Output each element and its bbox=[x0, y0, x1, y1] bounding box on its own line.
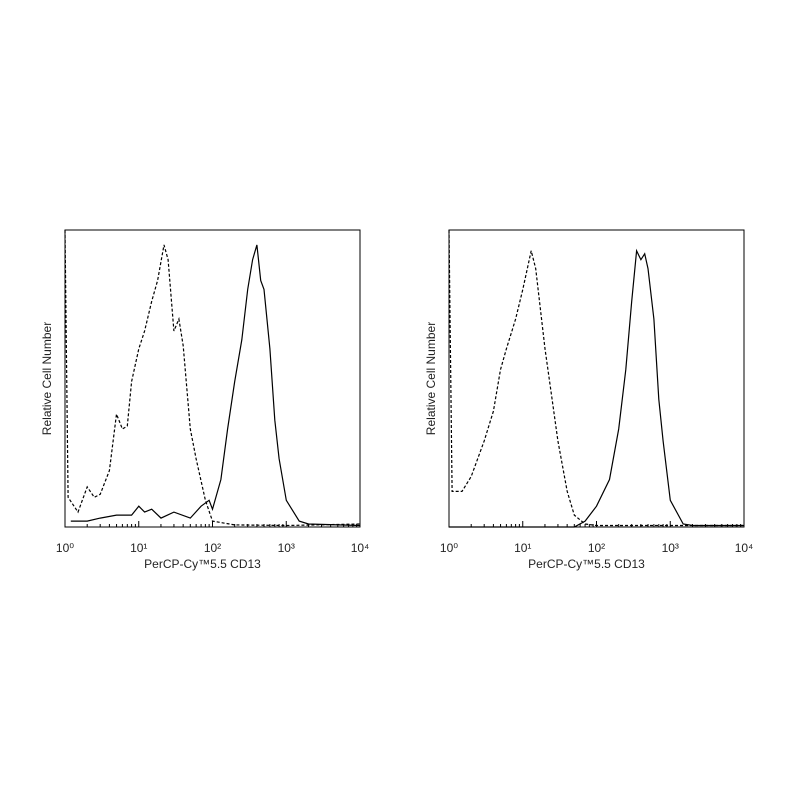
x-axis-label: PerCP-Cy™5.5 CD13 bbox=[144, 557, 261, 571]
plot-frame bbox=[64, 229, 361, 528]
histogram-line bbox=[70, 244, 361, 527]
x-tick-label: 10¹ bbox=[514, 541, 531, 555]
x-tick-label: 10⁰ bbox=[56, 541, 74, 555]
x-tick-label: 10¹ bbox=[130, 541, 147, 555]
histogram-line bbox=[448, 229, 744, 527]
x-tick-label: 10³ bbox=[662, 541, 679, 555]
y-axis-label: Relative Cell Number bbox=[40, 322, 54, 435]
histogram-line bbox=[449, 248, 744, 528]
x-tick-label: 10³ bbox=[278, 541, 295, 555]
histogram-line bbox=[64, 229, 361, 527]
x-axis-label: PerCP-Cy™5.5 CD13 bbox=[528, 557, 645, 571]
x-tick-label: 10² bbox=[204, 541, 221, 555]
x-tick-label: 10⁴ bbox=[735, 541, 754, 555]
x-tick-label: 10⁰ bbox=[440, 541, 458, 555]
x-tick-label: 10⁴ bbox=[351, 541, 370, 555]
plot-frame bbox=[448, 229, 745, 528]
y-axis-label: Relative Cell Number bbox=[424, 322, 438, 435]
x-tick-label: 10² bbox=[588, 541, 605, 555]
